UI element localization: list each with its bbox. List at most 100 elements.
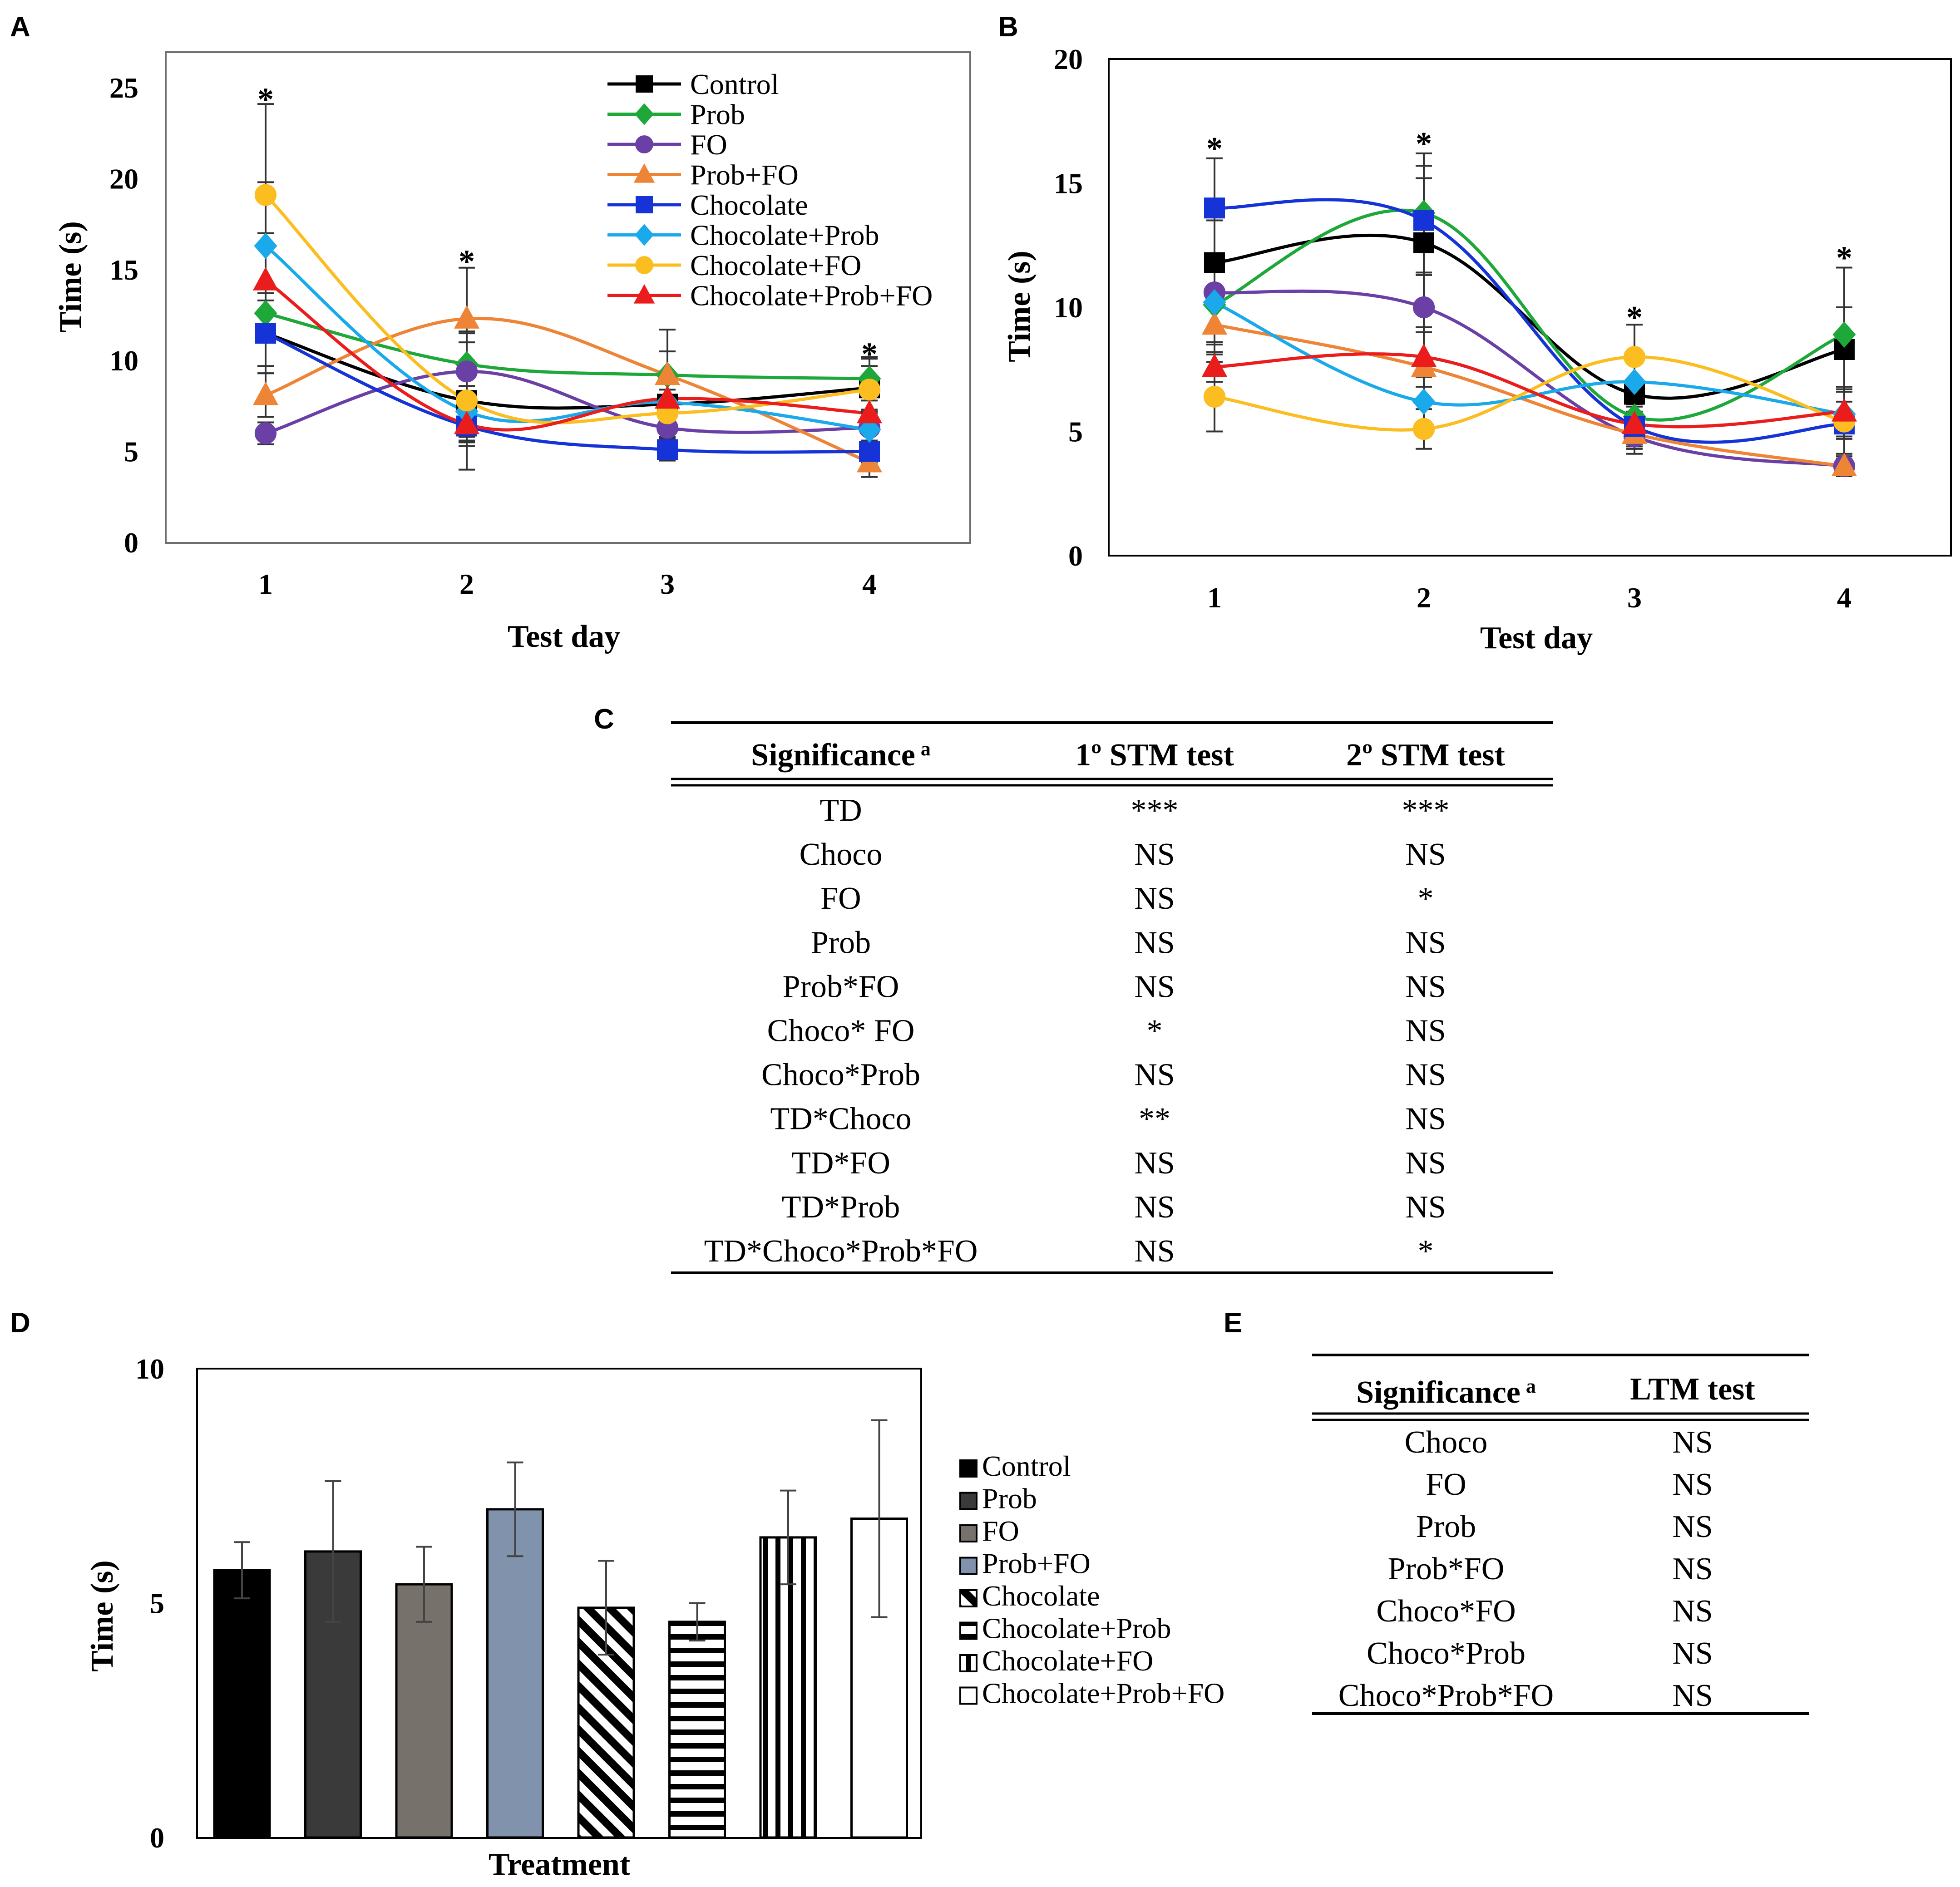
y-tick-label: 10 xyxy=(135,1353,164,1385)
y-tick-label: 15 xyxy=(109,254,138,286)
data-point-prob-fo xyxy=(1831,453,1857,476)
chart-a-ylabel: Time (s) xyxy=(53,221,88,333)
data-point-chocolate-prob-fo xyxy=(654,385,681,409)
table-cell-effect: Prob*FO xyxy=(1388,1552,1505,1586)
table-cell-effect: Choco*FO xyxy=(1376,1594,1516,1629)
table-row: Choco NS NS xyxy=(800,837,1446,872)
legend-swatch-prob-fo xyxy=(959,1557,978,1575)
table-row: Prob*FO NS NS xyxy=(783,969,1446,1004)
table-cell-value: NS xyxy=(1672,1509,1713,1544)
legend-marker-prob xyxy=(634,103,654,125)
y-tick-label: 20 xyxy=(1054,43,1083,75)
legend-label-prob: Prob xyxy=(982,1483,1037,1515)
table-row: Choco*FO NS xyxy=(1376,1594,1713,1629)
table-cell-value: *** xyxy=(1402,793,1450,828)
table-row: TD*Choco ** NS xyxy=(770,1102,1446,1137)
series-line-chocolate-prob-fo xyxy=(264,279,870,432)
table-row: TD *** *** xyxy=(820,793,1449,828)
legend-swatch-chocolate-fo xyxy=(959,1654,978,1672)
chart-b-xlabel: Test day xyxy=(1480,621,1593,655)
table-row: Prob NS NS xyxy=(811,925,1446,960)
y-tick-label: 5 xyxy=(1068,416,1083,448)
series-line-chocolate xyxy=(1214,198,1845,444)
table-cell-value: NS xyxy=(1405,969,1446,1004)
table-row: Choco NS xyxy=(1405,1425,1713,1460)
y-tick-label: 20 xyxy=(109,163,138,195)
legend-label-chocolate-prob: Chocolate+Prob xyxy=(982,1612,1171,1645)
y-tick-label: 15 xyxy=(1054,168,1083,200)
data-point-chocolate xyxy=(255,323,276,344)
series-line-chocolate-prob-fo xyxy=(1214,352,1845,429)
panel-label-a: A xyxy=(10,11,30,43)
x-tick-label: 3 xyxy=(660,568,675,600)
table-cell-value: NS xyxy=(1672,1552,1713,1586)
y-tick-label: 0 xyxy=(1068,540,1083,572)
data-point-fo xyxy=(1412,296,1435,319)
table-cell-value: NS xyxy=(1134,837,1175,872)
chart-d-frame xyxy=(196,1368,922,1839)
table-cell-effect: FO xyxy=(1426,1467,1466,1502)
table-cell-value: NS xyxy=(1134,925,1175,960)
data-point-chocolate xyxy=(859,441,880,462)
table-cell-value: NS xyxy=(1672,1425,1713,1460)
table-c-header-significance: Significance a xyxy=(751,738,931,773)
data-point-prob xyxy=(254,300,277,327)
data-point-chocolate-prob xyxy=(254,232,277,259)
table-cell-effect: Choco*Prob*FO xyxy=(1338,1678,1554,1713)
error-bar xyxy=(325,1480,341,1623)
table-cell-effect: Prob xyxy=(1416,1509,1476,1544)
legend-marker-chocolate-prob-fo xyxy=(633,284,655,304)
legend-label-prob-fo: Prob+FO xyxy=(982,1547,1091,1580)
legend-swatch-prob xyxy=(959,1492,978,1510)
data-point-chocolate-prob-fo xyxy=(1621,410,1648,434)
series-line-chocolate-fo xyxy=(1214,355,1845,432)
table-c: Significance a 1º STM test 2º STM test TD… xyxy=(671,721,1553,1274)
data-point-chocolate-fo xyxy=(1203,385,1226,408)
chart-d: 0 5 10 Time (s) Treatment ControlProbFOPro… xyxy=(85,1353,1224,1882)
data-point-chocolate-fo xyxy=(1623,346,1646,368)
legend-label-chocolate-prob-fo: Chocolate+Prob+FO xyxy=(690,280,933,312)
x-tick-label: 2 xyxy=(459,568,474,600)
legend-label-chocolate: Chocolate xyxy=(982,1580,1100,1612)
data-point-chocolate-prob-fo xyxy=(454,410,480,434)
series-line-prob xyxy=(1214,208,1845,422)
legend-swatch-control xyxy=(959,1459,978,1478)
panel-label-e: E xyxy=(1224,1307,1242,1339)
error-bar xyxy=(780,1489,796,1586)
x-tick-label: 1 xyxy=(258,568,273,600)
table-cell-value: NS xyxy=(1405,1014,1446,1049)
table-row: Prob NS xyxy=(1416,1509,1713,1544)
significance-mark: * xyxy=(1206,130,1223,167)
series-line-fo xyxy=(265,370,870,435)
table-cell-effect: Prob xyxy=(811,925,871,960)
legend-label-fo: FO xyxy=(982,1515,1019,1547)
data-point-chocolate-prob-fo xyxy=(1831,398,1857,422)
table-cell-value: NS xyxy=(1134,1234,1175,1269)
chart-a-legend: ControlProbFOProb+FOChocolateChocolate+P… xyxy=(607,68,933,312)
y-tick-label: 10 xyxy=(1054,291,1083,324)
table-row: Choco* FO * NS xyxy=(767,1014,1446,1049)
bar-fo xyxy=(395,1583,453,1839)
error-bar xyxy=(234,1541,250,1600)
table-cell-value: NS xyxy=(1405,1190,1446,1225)
legend-label-control: Control xyxy=(690,68,779,100)
panel-label-b: B xyxy=(998,11,1018,43)
x-tick-label: 4 xyxy=(1837,581,1851,614)
significance-mark: * xyxy=(257,81,274,118)
error-bar xyxy=(689,1602,706,1642)
data-point-chocolate-prob-fo xyxy=(252,267,279,291)
error-bar xyxy=(507,1461,523,1557)
data-point-fo xyxy=(455,360,478,383)
table-row: Choco*Prob NS xyxy=(1367,1636,1713,1671)
table-cell-value: NS xyxy=(1134,969,1175,1004)
table-cell-effect: Choco*Prob xyxy=(1367,1636,1526,1671)
data-point-chocolate-fo xyxy=(1412,418,1435,440)
series-line-chocolate xyxy=(265,331,870,454)
x-tick-label: 3 xyxy=(1627,581,1642,614)
chart-a: 0 5 10 15 20 25 1 2 3 4 * * * Time (s) Test day Co… xyxy=(53,51,971,654)
table-cell-value: * xyxy=(1418,881,1434,916)
table-cell-value: *** xyxy=(1131,793,1179,828)
x-tick-label: 4 xyxy=(862,568,877,600)
bar-control xyxy=(213,1569,271,1839)
